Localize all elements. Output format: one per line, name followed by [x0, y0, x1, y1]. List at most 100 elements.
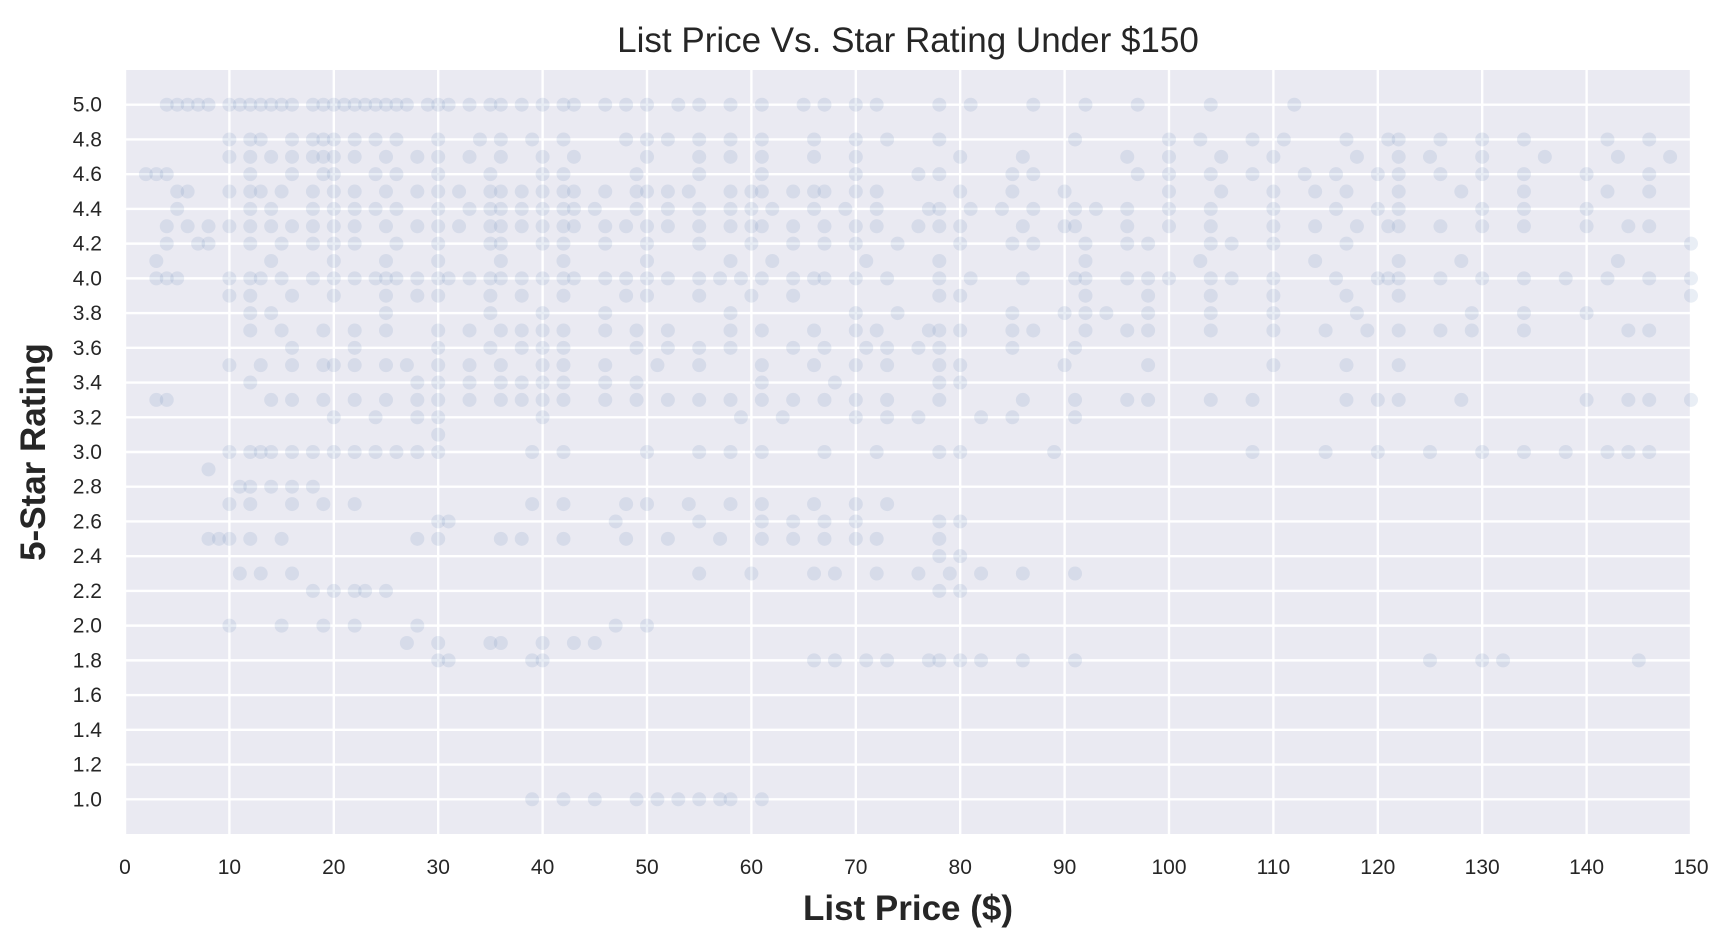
data-point [629, 792, 644, 807]
data-point [786, 271, 801, 286]
data-point [525, 497, 540, 512]
data-point [880, 358, 895, 373]
data-point [243, 288, 258, 303]
data-point [556, 254, 571, 268]
data-point [848, 271, 863, 286]
data-point [1475, 167, 1490, 182]
data-point [264, 201, 279, 216]
data-point [305, 184, 320, 199]
data-point [347, 236, 362, 251]
data-point [556, 288, 571, 303]
data-point [817, 219, 832, 234]
data-point [775, 410, 790, 425]
data-point [974, 653, 989, 668]
data-point [274, 97, 289, 112]
data-point [493, 184, 508, 199]
data-point [880, 497, 895, 512]
y-tick-label: 2.8 [73, 476, 102, 499]
data-point [305, 201, 320, 216]
data-point [754, 271, 769, 286]
data-point [243, 167, 258, 182]
data-point [1068, 392, 1083, 407]
x-tick-label: 90 [1053, 856, 1076, 879]
y-tick-label: 3.0 [73, 441, 102, 464]
data-point [1057, 358, 1072, 373]
data-point [1078, 97, 1093, 112]
data-point [1516, 445, 1531, 459]
data-point [462, 201, 477, 216]
data-point [420, 97, 435, 112]
data-point [796, 97, 811, 112]
data-point [1203, 323, 1218, 338]
data-point [379, 288, 393, 303]
data-point [1642, 323, 1657, 338]
data-point [827, 566, 842, 581]
data-point [1120, 323, 1135, 338]
data-point [765, 201, 780, 216]
data-point [932, 583, 947, 598]
data-point [1203, 97, 1218, 112]
x-tick-label: 140 [1569, 856, 1604, 879]
data-point [316, 358, 331, 373]
data-point [754, 497, 769, 512]
data-point [880, 340, 895, 355]
data-point [305, 271, 320, 286]
data-point [1339, 184, 1354, 199]
data-point [358, 583, 373, 598]
data-point [660, 340, 675, 355]
data-point [535, 340, 550, 355]
data-point [1370, 392, 1385, 407]
data-point [525, 653, 540, 668]
data-point [1516, 306, 1531, 321]
data-point [1099, 306, 1114, 321]
data-point [640, 618, 654, 633]
data-point [514, 288, 529, 303]
data-point [232, 97, 247, 112]
data-point [1600, 132, 1615, 147]
data-point [285, 97, 300, 112]
data-point [817, 531, 832, 546]
data-point [253, 184, 268, 199]
data-point [462, 271, 477, 286]
data-point [786, 531, 801, 546]
data-point [285, 167, 300, 182]
data-point [493, 219, 508, 234]
data-point [1203, 219, 1218, 234]
x-axis-label: List Price ($) [803, 889, 1013, 928]
data-point [1162, 201, 1176, 216]
data-point [326, 219, 341, 234]
data-point [1276, 132, 1291, 147]
data-point [640, 149, 654, 164]
data-point [817, 184, 832, 199]
data-point [932, 132, 947, 147]
data-point [1391, 271, 1406, 286]
data-point [326, 410, 341, 425]
data-point [1516, 219, 1531, 234]
data-point [1370, 201, 1385, 216]
data-point [556, 236, 571, 251]
data-point [869, 566, 884, 581]
data-point [1287, 97, 1302, 112]
data-point [1516, 167, 1531, 182]
data-point [671, 792, 686, 807]
data-point [180, 97, 195, 112]
data-point [243, 531, 258, 546]
data-point [723, 132, 738, 147]
data-point [963, 201, 978, 216]
data-point [598, 219, 613, 234]
data-point [1391, 201, 1406, 216]
data-point [535, 358, 550, 373]
data-point [159, 271, 174, 286]
data-point [149, 167, 164, 182]
data-point [222, 219, 237, 234]
data-point [493, 323, 508, 338]
data-point [723, 792, 738, 807]
data-point [660, 184, 675, 199]
data-point [660, 531, 675, 546]
data-point [326, 358, 341, 373]
data-point [358, 97, 373, 112]
data-point [274, 184, 289, 199]
data-point [1120, 219, 1135, 234]
data-point [1381, 132, 1396, 147]
data-point [1141, 271, 1156, 286]
